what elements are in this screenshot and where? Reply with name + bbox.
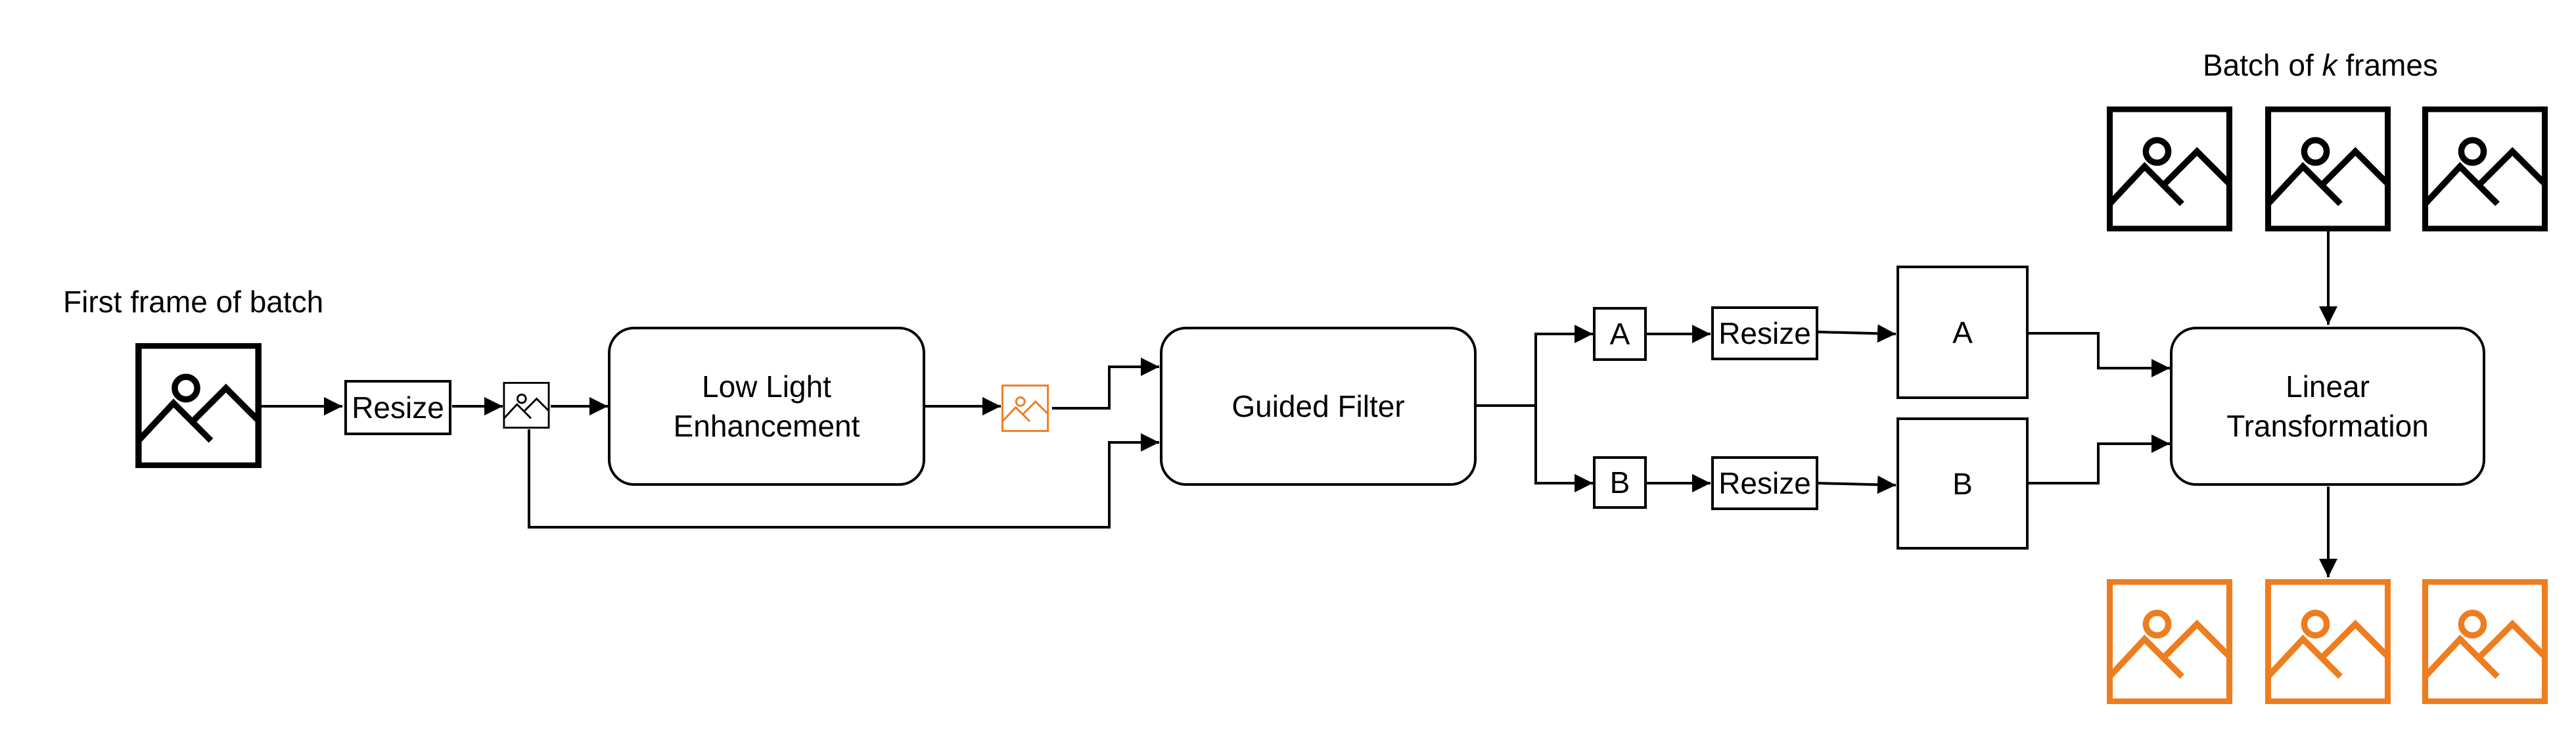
first-frame-text: First frame of batch <box>63 285 324 319</box>
image-icon <box>2107 106 2232 231</box>
image-icon <box>135 343 262 468</box>
low-light-label: Low Light Enhancement <box>673 369 860 443</box>
a-small-node: A <box>1593 307 1647 361</box>
b-small-label: B <box>1609 465 1630 500</box>
arrow-guided-filter-to-a <box>1477 325 1593 407</box>
batch-k: k <box>2322 48 2337 82</box>
image-icon <box>2422 579 2548 704</box>
a-large-label: A <box>1952 315 1973 350</box>
arrow-a-large-to-linear-transform <box>2029 332 2170 377</box>
first-frame-label: First frame of batch <box>63 283 323 320</box>
resize-a-node: Resize <box>1711 306 1818 360</box>
guided-filter-label: Guided Filter <box>1231 389 1405 423</box>
image-icon <box>1001 385 1049 432</box>
resize-a-label: Resize <box>1718 316 1811 350</box>
b-large-label: B <box>1952 466 1973 501</box>
linear-transformation-node: Linear Transformation <box>2170 327 2485 486</box>
arrow-guided-filter-to-b <box>1534 406 1593 492</box>
resize-label: Resize <box>352 390 444 425</box>
arrow-resize-b-to-b-large <box>1818 475 1897 494</box>
arrow-small-image-skip-to-guided-filter <box>528 429 1159 529</box>
image-icon <box>2265 106 2391 231</box>
image-icon <box>503 382 550 429</box>
a-small-label: A <box>1609 317 1630 351</box>
a-large-node: A <box>1897 266 2029 399</box>
guided-filter-node: Guided Filter <box>1160 327 1477 486</box>
resize-b-label: Resize <box>1718 466 1811 500</box>
batch-suffix: frames <box>2337 48 2438 82</box>
b-small-node: B <box>1593 456 1647 509</box>
batch-label: Batch of k frames <box>2203 47 2438 83</box>
linear-transformation-label: Linear Transformation <box>2226 369 2429 443</box>
b-large-node: B <box>1897 417 2029 550</box>
image-icon <box>2107 579 2232 704</box>
arrow-enhanced-image-to-guided-filter <box>1052 358 1159 410</box>
arrow-b-large-to-linear-transform <box>2029 435 2170 484</box>
low-light-enhancement-node: Low Light Enhancement <box>608 327 925 486</box>
image-icon <box>2422 106 2548 231</box>
resize-b-node: Resize <box>1711 456 1818 510</box>
arrow-resize-a-to-a-large <box>1818 324 1897 343</box>
resize-node-1: Resize <box>344 380 451 435</box>
image-icon <box>2265 579 2391 704</box>
batch-prefix: Batch of <box>2203 48 2322 82</box>
